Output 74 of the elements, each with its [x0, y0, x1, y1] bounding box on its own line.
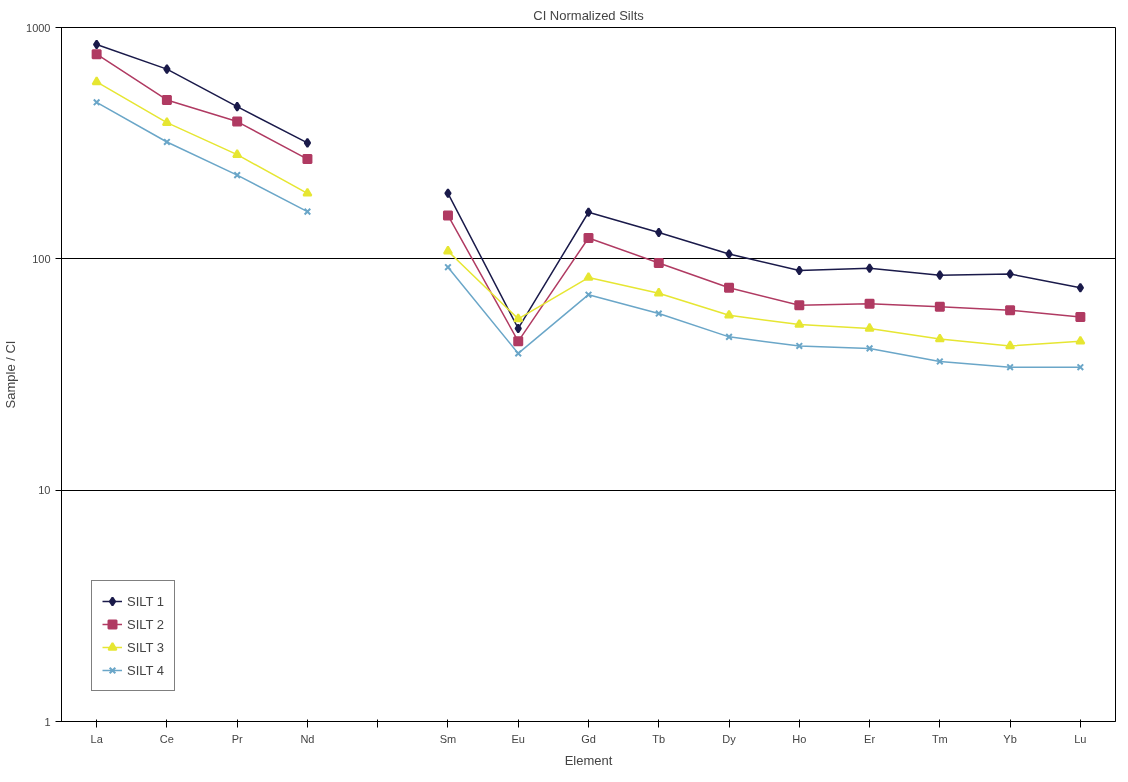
chart-title: CI Normalized Silts — [533, 7, 645, 23]
point — [92, 39, 101, 50]
x-tick-label: Sm — [439, 732, 457, 745]
x-tick-label: Er — [864, 732, 876, 745]
y-tick-label: 100 — [32, 252, 51, 265]
legend-label: SILT 1 — [127, 593, 165, 609]
point — [653, 257, 664, 268]
point — [725, 248, 733, 259]
point — [653, 287, 664, 297]
point — [232, 149, 243, 158]
legend-label: SILT 4 — [127, 662, 165, 678]
x-tick-label: Yb — [1003, 732, 1017, 745]
x-tick-label: La — [90, 732, 104, 745]
point — [584, 207, 593, 218]
point — [302, 154, 313, 165]
point — [724, 309, 735, 319]
x-tick-label: Eu — [511, 732, 525, 745]
point — [303, 207, 312, 216]
y-tick-label: 1 — [44, 715, 51, 728]
point — [303, 137, 312, 148]
x-tick-label: Lu — [1074, 732, 1087, 745]
point — [864, 298, 875, 309]
point — [161, 117, 172, 126]
point — [865, 263, 874, 274]
point — [934, 301, 945, 312]
point — [163, 64, 171, 75]
x-tick-label: Tb — [652, 732, 666, 745]
y-tick-label: 10 — [38, 484, 51, 497]
point — [655, 227, 663, 238]
point — [232, 116, 243, 127]
point — [936, 270, 944, 281]
point — [584, 290, 593, 299]
x-axis-title: Element — [564, 752, 613, 768]
point — [864, 322, 875, 332]
point — [794, 300, 805, 311]
point — [1075, 335, 1086, 345]
x-tick-label: Ho — [792, 732, 807, 745]
point — [514, 323, 522, 334]
point — [936, 357, 944, 366]
point — [91, 49, 102, 60]
y-tick-label: 1000 — [26, 21, 51, 34]
y-axis-title: Sample / CI — [3, 340, 19, 409]
x-tick-label: Gd — [581, 732, 596, 745]
point — [934, 333, 945, 343]
x-tick-label: Dy — [722, 732, 737, 745]
point — [795, 265, 803, 276]
x-tick-label: Nd — [300, 732, 315, 745]
point — [514, 349, 523, 358]
point — [583, 271, 594, 281]
point — [92, 98, 101, 107]
x-tick-label: Pr — [231, 732, 243, 745]
point — [444, 188, 452, 199]
point — [442, 245, 453, 255]
point — [794, 318, 805, 328]
point — [442, 210, 453, 221]
point — [233, 101, 241, 112]
point — [1006, 268, 1014, 279]
point — [1005, 340, 1016, 350]
legend-label: SILT 2 — [127, 616, 165, 632]
x-tick-label: Tm — [931, 732, 948, 745]
point — [91, 76, 102, 86]
point — [161, 94, 172, 105]
point — [1076, 282, 1085, 293]
x-tick-label: Ce — [159, 732, 174, 745]
point — [302, 187, 313, 197]
point — [654, 309, 663, 318]
point — [724, 282, 735, 293]
point — [513, 313, 524, 323]
point — [1075, 312, 1086, 323]
point — [865, 344, 874, 353]
legend-label: SILT 3 — [127, 639, 165, 655]
point — [583, 233, 594, 244]
point — [513, 336, 524, 347]
point — [1005, 305, 1016, 316]
